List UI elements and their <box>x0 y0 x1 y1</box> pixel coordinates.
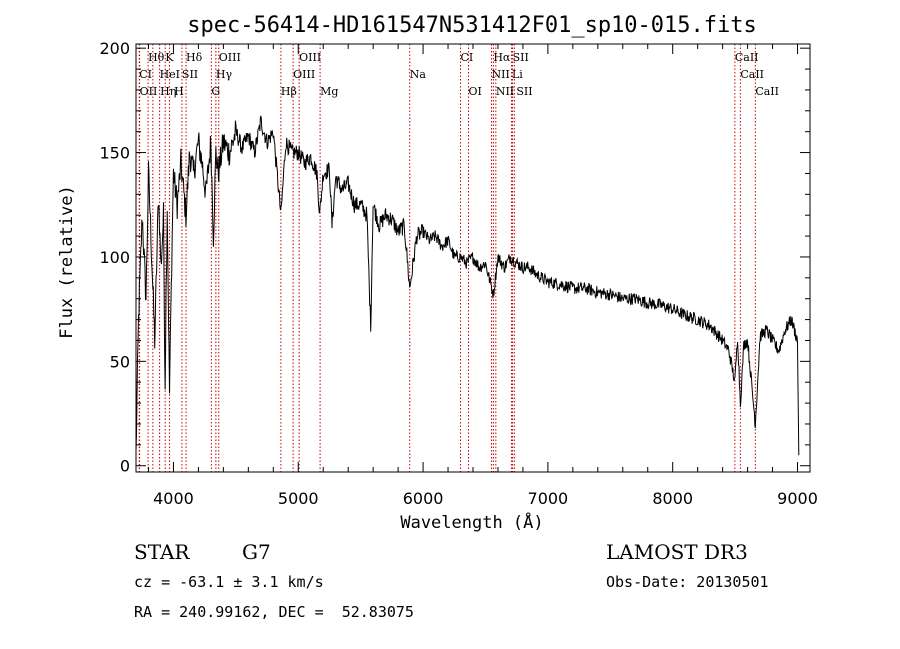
coordinates: RA = 240.99162, DEC = 52.83075 <box>134 603 414 621</box>
spectral-line-label: OII <box>140 85 158 98</box>
x-tick-label: 6000 <box>403 489 444 508</box>
y-tick-label: 200 <box>99 39 130 58</box>
spectral-line-label: Li <box>512 68 523 81</box>
spectral-line-label: NII <box>496 85 514 98</box>
x-tick-label: 4000 <box>153 489 194 508</box>
spectral-line-label: NII <box>491 68 509 81</box>
x-tick-label: 8000 <box>652 489 693 508</box>
spectral-subclass: G7 <box>242 540 271 564</box>
spectral-line-label: CaII <box>755 85 779 98</box>
spectral-line-label: Hδ <box>186 51 203 64</box>
object-type: STAR <box>134 540 190 564</box>
obs-date: Obs-Date: 20130501 <box>606 573 769 591</box>
spectral-line-label: Mg <box>320 85 338 98</box>
y-tick-label: 100 <box>99 248 130 267</box>
spectral-line-label: H <box>174 85 184 98</box>
spectral-line-label: CI <box>461 51 474 64</box>
spectral-line-label: CaII <box>735 51 759 64</box>
spectral-line-label: CaII <box>740 68 764 81</box>
x-tick-label: 5000 <box>278 489 319 508</box>
spectral-line-label: Na <box>410 68 427 81</box>
y-axis-label: Flux (relative) <box>57 185 77 339</box>
spectral-line-label: G <box>211 85 220 98</box>
spectral-line-label: OIII <box>299 51 321 64</box>
spectral-line-label: SII <box>182 68 198 81</box>
spectral-line-label: Hβ <box>281 85 297 98</box>
x-tick-label: 7000 <box>528 489 569 508</box>
x-axis-label: Wavelength (Å) <box>400 511 543 533</box>
chart-title: spec-56414-HD161547N531412F01_sp10-015.f… <box>187 13 757 38</box>
spectral-line-label: OIII <box>293 68 315 81</box>
y-tick-label: 150 <box>99 144 130 163</box>
spectral-line-label: Hγ <box>216 68 233 81</box>
axis-ticks: 4000 5000 6000 7000 8000 9000 0 50 100 150 200 <box>99 39 817 508</box>
spectral-line-label: Hα <box>493 51 511 64</box>
spectral-line-label: Hθ <box>148 51 165 64</box>
spectral-line-label: SII <box>513 51 529 64</box>
spectral-line-label: CI <box>139 68 152 81</box>
spectral-line-label: SII <box>516 85 532 98</box>
y-tick-label: 0 <box>120 457 130 476</box>
survey-label: LAMOST DR3 <box>606 540 748 564</box>
spectral-line-label: OIII <box>219 51 241 64</box>
x-tick-label: 9000 <box>777 489 818 508</box>
spectral-line-label: OI <box>469 85 482 98</box>
y-tick-label: 50 <box>110 352 130 371</box>
spectral-line-label: HeI <box>160 68 180 81</box>
spectral-line-label: Hη <box>160 85 176 98</box>
redshift-readout: cz = -63.1 ± 3.1 km/s <box>134 573 324 591</box>
spectrum-series-line <box>135 115 800 456</box>
spectral-line-label: K <box>165 51 174 64</box>
